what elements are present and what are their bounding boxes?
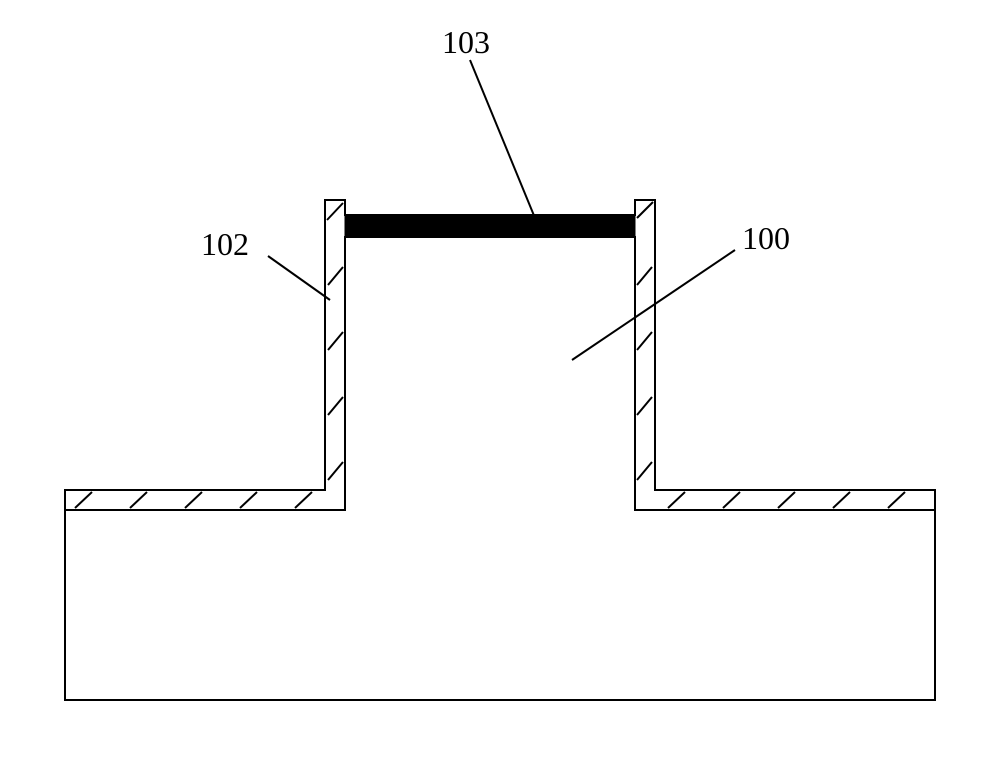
hatch-line — [328, 462, 343, 480]
hatch-line — [295, 492, 312, 508]
hatch-line — [668, 492, 685, 508]
diagram-root: 103 102 100 — [0, 0, 1000, 773]
hatch-line — [328, 397, 343, 415]
label-103: 103 — [442, 24, 490, 61]
hatch-line — [240, 492, 257, 508]
outline-path — [65, 200, 935, 700]
hatch-line — [637, 332, 652, 350]
label-100: 100 — [742, 220, 790, 257]
leader-l102 — [268, 256, 330, 300]
hatch-line — [185, 492, 202, 508]
hatch-line — [328, 267, 343, 285]
hatch-line — [130, 492, 147, 508]
hatch-line — [888, 492, 905, 508]
hatch-line — [723, 492, 740, 508]
diagram-svg — [0, 0, 1000, 773]
hatch-line — [327, 203, 343, 220]
hatch-line — [637, 397, 652, 415]
hatch-line — [637, 202, 653, 218]
hatch-line — [75, 492, 92, 508]
inner-band-path — [65, 237, 935, 510]
hatch-line — [778, 492, 795, 508]
leader-l103 — [470, 60, 535, 218]
hatch-line — [328, 332, 343, 350]
label-102: 102 — [201, 226, 249, 263]
black-bar — [345, 215, 635, 237]
hatch-line — [637, 462, 652, 480]
hatch-line — [637, 267, 652, 285]
leader-l100 — [572, 250, 735, 360]
hatch-line — [833, 492, 850, 508]
